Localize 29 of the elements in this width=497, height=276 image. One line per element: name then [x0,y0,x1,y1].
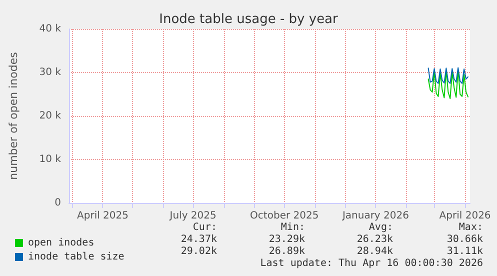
y-tick-label: 40 k [39,24,62,34]
text: 28.94k [356,246,393,257]
text: 31.11k [446,246,483,257]
text: Last update: Thu Apr 16 00:00:30 2026 [260,258,483,269]
text: Cur: [192,222,217,233]
text: 29.02k [180,246,217,257]
legend-label: open inodes [28,238,94,248]
text: 30.66k [446,234,483,245]
text: 23.29k [268,234,305,245]
x-tick-label: January 2026 [341,210,409,222]
text: Max: [458,222,483,233]
x-tick-label: April 2026 [439,210,491,222]
text: Avg: [368,222,393,233]
chart-title: Inode table usage - by year [159,12,339,27]
text: 26.23k [356,234,393,245]
line-series [428,67,469,84]
line-series [428,69,469,100]
y-tick-label: 10 k [39,154,62,165]
text: Min: [280,222,305,233]
legend-label: inode table size [28,252,124,262]
text: 26.89k [268,246,305,257]
y-tick-label: 30 k [39,67,62,78]
y-axis-title: number of open inodes [7,52,20,180]
x-tick-label: July 2025 [168,210,216,222]
x-tick-label: October 2025 [250,210,319,222]
y-tick-label: 20 k [39,110,62,122]
y-tick-label: 0 [54,198,61,208]
text: 24.37k [180,234,217,245]
x-tick-label: April 2025 [77,210,128,222]
